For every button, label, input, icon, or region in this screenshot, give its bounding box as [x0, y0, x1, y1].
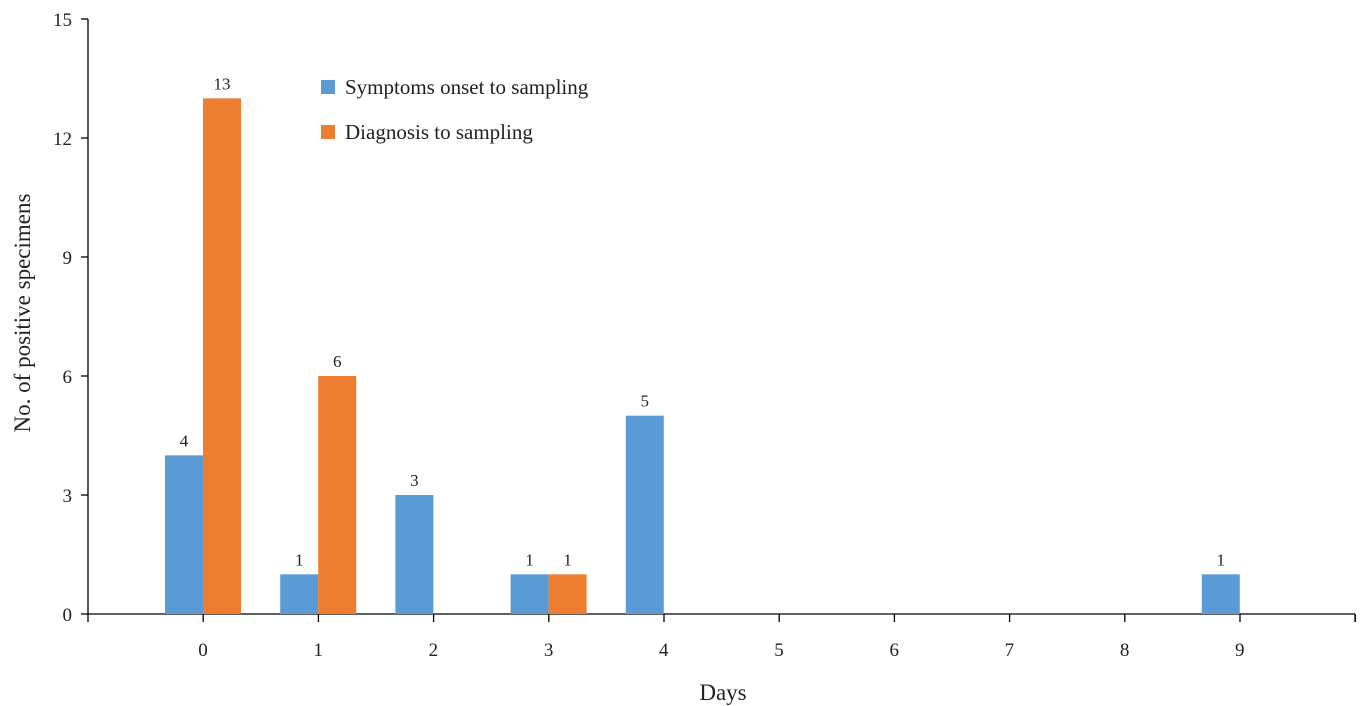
legend-swatch [321, 80, 335, 94]
bar [395, 495, 434, 614]
bar [165, 455, 203, 614]
y-tick-label: 0 [63, 605, 73, 626]
x-tick-label: 3 [544, 640, 554, 661]
x-tick-label: 2 [429, 640, 439, 661]
bar [548, 574, 587, 614]
bar-value-label: 6 [333, 352, 342, 371]
legend-label: Symptoms onset to sampling [345, 75, 589, 99]
bar-value-label: 1 [563, 550, 572, 569]
y-tick-label: 9 [63, 248, 73, 269]
bar [203, 98, 241, 615]
bar [1201, 574, 1240, 614]
legend-label: Diagnosis to sampling [345, 120, 533, 144]
bar-value-label: 1 [1217, 550, 1226, 569]
legend-swatch [321, 125, 335, 139]
x-tick-label: 7 [1005, 640, 1015, 661]
bar [625, 415, 664, 614]
x-axis-title: Days [699, 680, 746, 705]
y-axis-title: No. of positive specimens [10, 193, 35, 432]
y-tick-label: 12 [53, 129, 72, 150]
x-tick-label: 5 [774, 640, 784, 661]
x-tick-label: 1 [313, 640, 323, 661]
x-tick-label: 4 [659, 640, 669, 661]
bar-value-label: 5 [641, 392, 650, 411]
x-tick-label: 6 [889, 640, 899, 661]
x-tick-label: 9 [1235, 640, 1245, 661]
bar-value-label: 13 [214, 74, 231, 93]
bar-value-label: 1 [295, 550, 304, 569]
bar-value-label: 1 [525, 550, 534, 569]
x-tick-label: 8 [1120, 640, 1130, 661]
bar-value-label: 4 [180, 431, 189, 450]
legend: Symptoms onset to sampling Diagnosis to s… [321, 75, 589, 144]
bar [318, 376, 357, 614]
y-tick-label: 3 [63, 486, 73, 507]
x-tick-label: 0 [198, 640, 208, 661]
bar-value-label: 3 [410, 471, 419, 490]
bar [280, 574, 319, 614]
bar [510, 574, 549, 614]
y-tick-label: 15 [53, 10, 72, 31]
y-tick-label: 6 [63, 367, 73, 388]
